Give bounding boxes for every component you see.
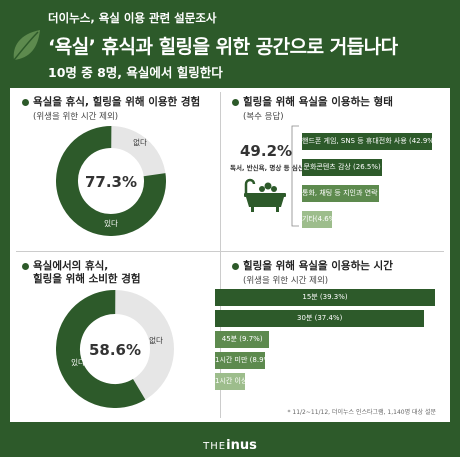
- donut-slice-label: 있다: [71, 358, 85, 367]
- bathtub-icon: [244, 178, 286, 212]
- chart4-title: 힐링을 위해 욕실을 이용하는 시간: [232, 260, 393, 273]
- chart1-title: 욕실을 휴식, 힐링을 위해 이용한 경험: [22, 96, 200, 109]
- bar-1: 핸드폰 게임, SNS 등 휴대전화 사용 (42.9%): [302, 133, 432, 150]
- bar-1: 15분 (39.3%): [215, 289, 435, 306]
- donut-center-label: 77.3%: [85, 173, 137, 191]
- bar-4: 기타(4.6%): [302, 211, 332, 228]
- survey-note: * 11/2~11/12, 더이누스 인스타그램, 1,140명 대상 설문: [287, 409, 436, 416]
- survey-subtitle: 더이누스, 욕실 이용 관련 설문조사: [48, 11, 217, 25]
- bar-5: 1시간 이상 (4.6%): [215, 373, 245, 390]
- bar-4: 1시간 미만 (8.9%): [215, 352, 265, 369]
- donut-slice-main: [56, 126, 166, 236]
- page-title: ‘욕실’ 휴식과 힐링을 위한 공간으로 거듭나다: [48, 36, 398, 58]
- header: 더이누스, 욕실 이용 관련 설문조사 ‘욕실’ 휴식과 힐링을 위한 공간으로…: [0, 0, 460, 88]
- bar-3: 45분 (9.7%): [215, 331, 270, 348]
- footer: THEinus: [0, 422, 460, 457]
- bar-2: 문화콘텐츠 감상 (26.5%): [302, 159, 383, 176]
- chart1-subtitle: (위생을 위한 시간 제외): [33, 112, 119, 122]
- highlight-value: 49.2%: [240, 142, 293, 160]
- vertical-divider: [220, 92, 221, 418]
- donut-center-label: 58.6%: [89, 341, 141, 359]
- bracket-line: [291, 125, 299, 227]
- donut-chart-1: 77.3% 있다 없다: [56, 126, 166, 236]
- highlight-label: 독서, 반신욕, 명상 등 심신안정: [230, 164, 316, 172]
- page-description: 10명 중 8명, 욕실에서 힐링한다: [48, 65, 223, 80]
- donut-slice-label: 없다: [133, 138, 147, 147]
- chart4-subtitle: (위생을 위한 시간 제외): [243, 276, 329, 286]
- bar-2: 30분 (37.4%): [215, 310, 425, 327]
- chart2-subtitle: (복수 응답): [243, 112, 284, 122]
- content-card: 욕실을 휴식, 힐링을 위해 이용한 경험 (위생을 위한 시간 제외) 77.…: [10, 88, 450, 422]
- chart3-title: 욕실에서의 휴식, 힐링을 위해 소비한 경험: [22, 260, 141, 286]
- horizontal-divider: [16, 251, 444, 252]
- brand-logo: THEinus: [203, 438, 257, 453]
- bar-3: 통화, 채팅 등 지인과 연락 (25.5%): [302, 185, 380, 202]
- donut-slice-main: [56, 290, 174, 408]
- chart2-title: 힐링을 위해 욕실을 이용하는 형태: [232, 96, 393, 109]
- donut-chart-2: 58.6% 있다 없다: [56, 290, 174, 408]
- donut-slice-label: 없다: [149, 336, 163, 345]
- leaf-icon: [13, 30, 40, 61]
- donut-slice-label: 있다: [104, 219, 118, 228]
